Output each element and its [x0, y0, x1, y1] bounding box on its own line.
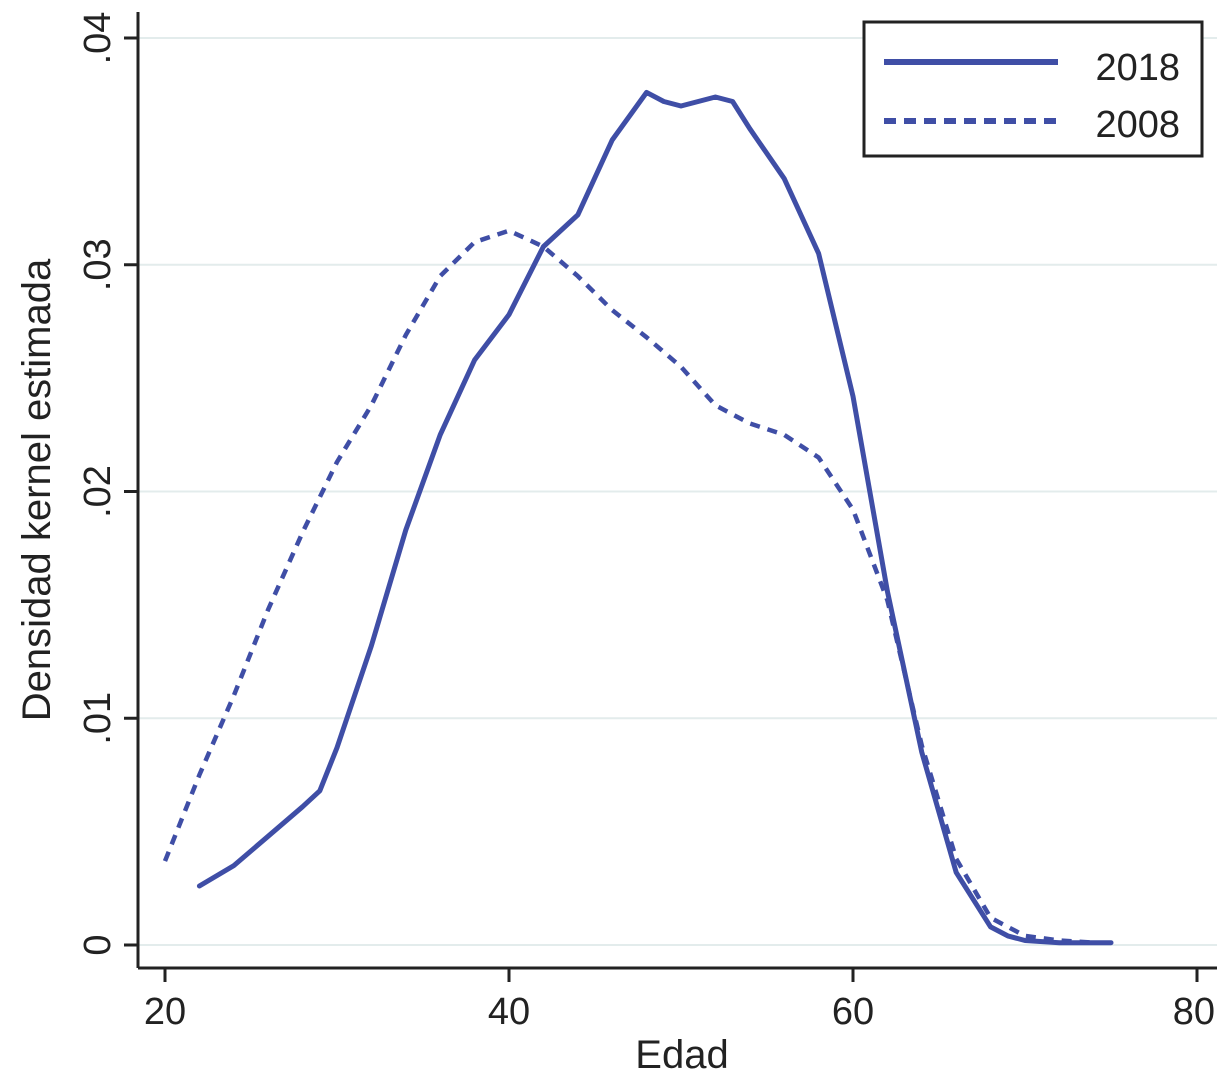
y-tick-label: 0	[77, 934, 119, 955]
legend-box	[862, 20, 1204, 158]
x-axis-title: Edad	[635, 1033, 728, 1074]
x-tick-label: 60	[832, 991, 874, 1033]
y-axis-title: Densidad kernel estimada	[15, 258, 59, 721]
series-line-2018	[196, 89, 1114, 946]
y-tick-label: .02	[77, 465, 119, 518]
x-tick-label: 80	[1173, 991, 1215, 1033]
gridlines	[138, 37, 1217, 946]
axes: 0 .01 .02 .03 .04 20 40 60 80	[77, 12, 1217, 1033]
legend-label-2008: 2008	[1095, 104, 1180, 146]
legend-label-2018: 2018	[1095, 47, 1180, 89]
legend: 2018 2008	[862, 20, 1204, 158]
series-lines	[162, 89, 1114, 946]
x-tick-label: 20	[144, 991, 186, 1033]
y-tick-label: .04	[77, 12, 119, 65]
y-tick-label: .03	[77, 238, 119, 291]
y-tick-label: .01	[77, 692, 119, 745]
x-tick-label: 40	[488, 991, 530, 1033]
series-line-2008	[162, 228, 1094, 945]
